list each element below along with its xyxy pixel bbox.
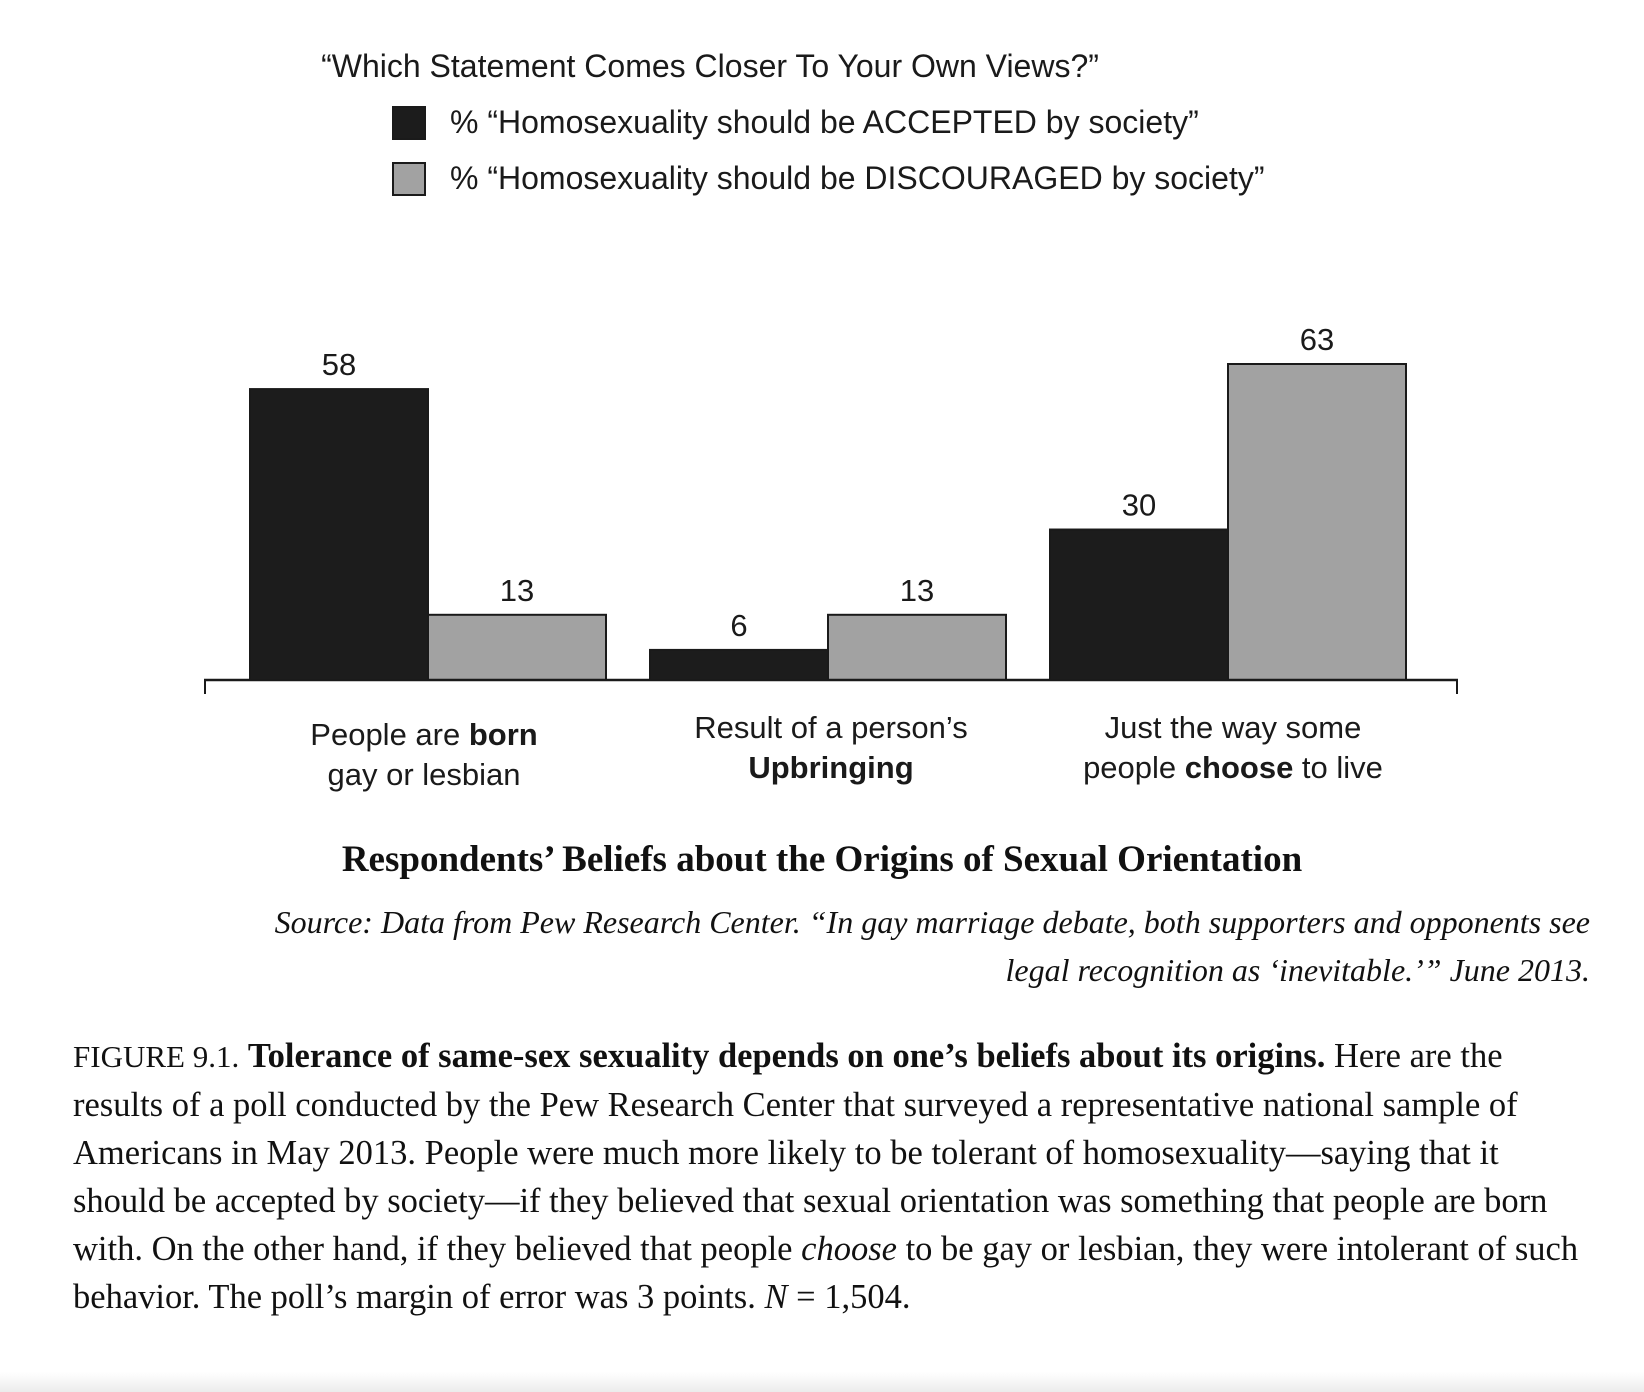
caption-n-value: = 1,504. (796, 1278, 911, 1316)
legend-label-discouraged: % “Homosexuality should be DISCOURAGED b… (450, 160, 1265, 196)
legend-swatch-discouraged (392, 162, 426, 196)
bar-discouraged-2 (827, 613, 1007, 681)
legend-question: “Which Statement Comes Closer To Your Ow… (321, 48, 1099, 84)
category-label-upbringing: Result of a person’s Upbringing (694, 710, 968, 785)
category-label-born: People are born gay or lesbian (310, 717, 538, 792)
caption-lead: Tolerance of same-sex sexuality depends … (247, 1037, 1326, 1075)
figure-title: Respondents’ Beliefs about the Origins o… (341, 839, 1303, 880)
figure-caption: FIGURE 9.1. Tolerance of same-sex sexual… (73, 1032, 1593, 1321)
legend-label-accepted: % “Homosexuality should be ACCEPTED by s… (450, 104, 1199, 140)
bar-accepted-2 (649, 648, 829, 682)
data-label-accepted-2: 6 (730, 608, 747, 643)
caption-n-symbol: N (764, 1278, 788, 1316)
bar-discouraged-3 (1227, 363, 1407, 681)
figure-source-line-1: Source: Data from Pew Research Center. “… (274, 904, 1590, 940)
bar-discouraged-1 (427, 613, 607, 681)
page-bottom-edge (0, 1372, 1644, 1392)
bar-accepted-3 (1049, 528, 1229, 681)
category-label-choose: Just the way some people choose to live (1083, 710, 1383, 785)
caption-body: Here are the results of a poll conducted… (73, 1037, 1548, 1268)
caption-emphasis: choose (801, 1230, 897, 1268)
legend-swatch-accepted (392, 106, 426, 140)
figure-source-line-2: legal recognition as ‘inevitable.’” June… (1005, 952, 1590, 988)
data-label-accepted-3: 30 (1122, 488, 1156, 523)
figure-number: FIGURE 9.1. (73, 1039, 240, 1074)
data-label-discouraged-1: 13 (500, 573, 534, 608)
bar-chart: 58 13 6 13 30 63 (204, 322, 1458, 694)
bar-accepted-1 (249, 388, 429, 681)
figure-source: Source: Data from Pew Research Center. “… (60, 898, 1590, 994)
caption-body-continued: to be gay or lesbian, they were intolera… (73, 1230, 1579, 1316)
chart-legend: “Which Statement Comes Closer To Your Ow… (0, 0, 1644, 210)
data-label-accepted-1: 58 (322, 347, 356, 382)
data-label-discouraged-3: 63 (1300, 322, 1334, 357)
data-label-discouraged-2: 13 (900, 573, 934, 608)
